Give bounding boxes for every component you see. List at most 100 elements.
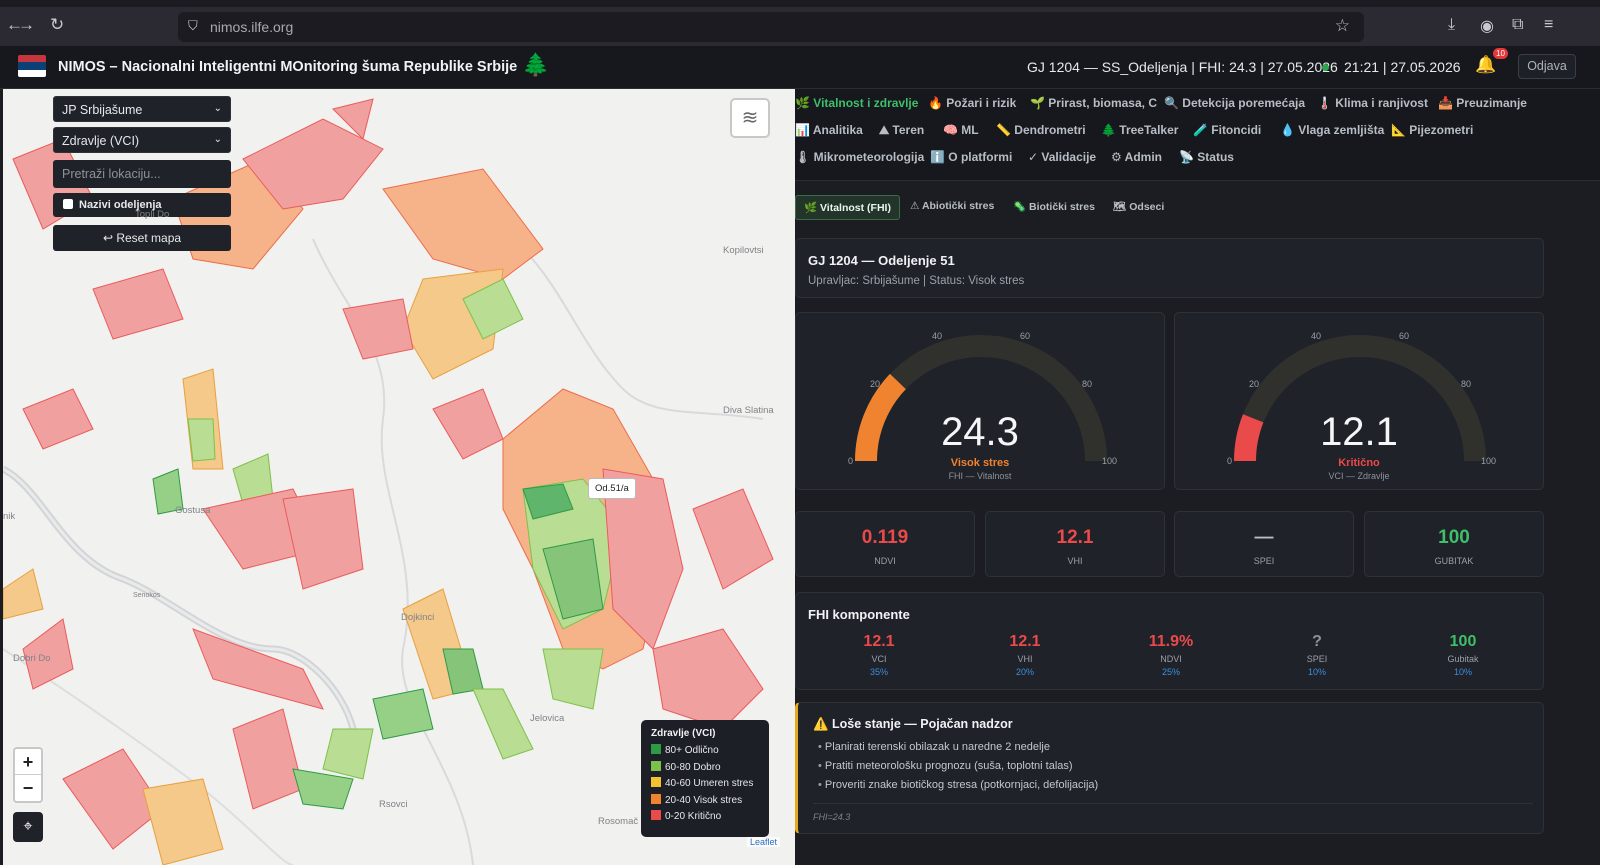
- place-label: nik: [3, 511, 16, 522]
- account-icon[interactable]: ◉: [1480, 18, 1494, 35]
- tab-fitoncidi[interactable]: 🧪 Fitoncidi: [1193, 123, 1262, 137]
- tab-mikrometeorologija[interactable]: 🌡 Mikrometeorologija: [795, 150, 925, 164]
- tab-treetalker[interactable]: 🌲 TreeTalker: [1101, 123, 1179, 137]
- component-value: 12.1: [863, 633, 895, 650]
- alert-item: Pratiti meteorološku prognozu (suša, top…: [818, 760, 1098, 779]
- tab-klima[interactable]: 🌡️ Klima i ranjivost: [1317, 96, 1428, 110]
- stat-card: 100 GUBITAK: [1364, 511, 1544, 577]
- forward-icon[interactable]: →: [18, 15, 35, 34]
- component-name: Gubitak: [1447, 654, 1479, 664]
- forest-polygon: [542, 538, 604, 620]
- place-label: Kopilovtsi: [723, 245, 764, 256]
- vci-gauge: [1233, 335, 1486, 462]
- place-label: Topli Do: [135, 209, 170, 220]
- download-icon[interactable]: ⤓: [1448, 16, 1456, 33]
- tab-pozari[interactable]: 🔥 Požari i rizik: [928, 96, 1017, 110]
- legend-item: 20-40 Visok stres: [651, 793, 759, 811]
- logout-button[interactable]: Odjava: [1518, 54, 1576, 79]
- names-checkbox[interactable]: Nazivi odeljenja: [53, 193, 231, 217]
- stat-label: VHI: [1067, 556, 1083, 566]
- tab-detekcija[interactable]: 🔍 Detekcija poremećaja: [1164, 96, 1306, 110]
- tab-vitalnost[interactable]: 🌿 Vitalnost i zdravlje: [795, 96, 919, 110]
- legend-label: 80+ Odlično: [665, 745, 719, 756]
- layers-icon[interactable]: ≋: [730, 98, 770, 138]
- owner-select[interactable]: JP Srbijašume ⌄: [53, 96, 231, 122]
- zoom-in-button[interactable]: +: [15, 749, 41, 775]
- reset-map-button[interactable]: ↩ Reset mapa: [53, 225, 231, 251]
- vci-gauge-card: 0 20 40 60 80 100 12.1 Kritično VCI — Zd…: [1174, 312, 1544, 490]
- legend-item: 80+ Odlično: [651, 744, 759, 761]
- layer-select[interactable]: Zdravlje (VCI) ⌄: [53, 127, 231, 153]
- legend-label: 60-80 Dobro: [665, 761, 721, 773]
- tab-vlaga[interactable]: 💧 Vlaga zemljišta: [1280, 123, 1385, 137]
- forest-polygon: [372, 688, 434, 740]
- tab-preuzimanje[interactable]: 📥 Preuzimanje: [1438, 96, 1527, 110]
- tab-analitika[interactable]: 📊 Analitika: [795, 123, 863, 137]
- forest-polygon: [462, 278, 524, 340]
- legend-label: 20-40 Visok stres: [665, 794, 743, 806]
- tab-teren[interactable]: ⛰ Teren: [879, 123, 925, 137]
- leaflet-attribution[interactable]: Leaflet: [747, 837, 781, 847]
- bell-icon[interactable]: 🔔: [1475, 55, 1497, 74]
- tab-pijezometri[interactable]: 📐 Pijezometri: [1391, 123, 1474, 137]
- online-dot-icon: [1322, 64, 1329, 71]
- place-label: Gostusa: [175, 505, 211, 516]
- component-vhi: 12.1 VHI 20%: [952, 633, 1098, 677]
- alert-item: Proveriti znake biotičkog stresa (potkor…: [818, 779, 1098, 798]
- component-name: NDVI: [1160, 654, 1182, 664]
- stat-value: 100: [1438, 527, 1470, 548]
- tree-icon: 🌲: [522, 52, 550, 77]
- stat-value: 12.1: [1056, 527, 1094, 548]
- zoom-out-button[interactable]: −: [22, 778, 34, 798]
- tab-status[interactable]: 📡 Status: [1179, 150, 1234, 164]
- tab-prirast[interactable]: 🌱 Prirast, biomasa, C: [1030, 96, 1157, 110]
- component-ndvi: 11.9% NDVI 25%: [1098, 633, 1244, 677]
- fhi-caption: FHI — Vitalnost: [948, 471, 1012, 481]
- notification-badge: 10: [1493, 48, 1508, 59]
- stat-value: 0.119: [861, 527, 909, 548]
- fhi-value: 24.3: [941, 410, 1019, 454]
- locate-icon[interactable]: ⌖: [13, 812, 43, 842]
- component-name: VHI: [1017, 654, 1033, 664]
- subtab-vitalnost[interactable]: 🌿 Vitalnost (FHI): [795, 195, 900, 220]
- tab-validacije[interactable]: ✓ Validacije: [1028, 150, 1097, 164]
- url-text[interactable]: nimos.ilfe.org: [210, 19, 294, 35]
- bookmark-star-icon[interactable]: ☆: [1334, 16, 1350, 35]
- forest-polygon: [192, 628, 324, 710]
- component-vci: 12.1 VCI 35%: [806, 633, 952, 677]
- legend-swatch: [651, 760, 661, 771]
- vci-caption: VCI — Zdravlje: [1328, 471, 1390, 481]
- tab-o-platformi[interactable]: ℹ️ O platformi: [930, 150, 1013, 164]
- legend-title: Zdravlje (VCI): [651, 728, 716, 739]
- map[interactable]: JP Srbijašume ⌄ Zdravlje (VCI) ⌄ Pretraži …: [3, 89, 795, 865]
- stat-label: NDVI: [874, 556, 896, 566]
- forest-polygon: [242, 118, 384, 210]
- gauge-tick: 40: [932, 331, 943, 341]
- stat-value: —: [1254, 527, 1274, 548]
- chevron-down-icon: ⌄: [213, 103, 222, 114]
- menu-icon[interactable]: ≡: [1544, 16, 1554, 33]
- clock: 21:21 | 27.05.2026: [1344, 59, 1461, 75]
- checkbox-icon[interactable]: [63, 199, 73, 209]
- forest-polygon: [542, 648, 604, 710]
- fhi-components-card: FHI komponente 12.1 VCI 35% 12.1 VHI 20%…: [795, 592, 1544, 690]
- address-bar[interactable]: ⛉ nimos.ilfe.org ☆: [178, 12, 1364, 42]
- component-value: 12.1: [1009, 633, 1041, 650]
- subtab-bioticki[interactable]: 🦠 Biotički stres: [1013, 201, 1095, 213]
- gauge-tick: 20: [870, 379, 881, 389]
- stat-card: — SPEI: [1174, 511, 1354, 577]
- place-label: Senokos: [133, 592, 161, 599]
- subtab-odseci[interactable]: 🗺 Odseci: [1113, 201, 1165, 213]
- layer-select-value: Zdravlje (VCI): [62, 134, 140, 148]
- location-search-input[interactable]: Pretraži lokaciju...: [53, 160, 231, 188]
- reload-icon[interactable]: ↻: [50, 15, 65, 34]
- component-value: 100: [1449, 633, 1477, 650]
- subtab-abioticki[interactable]: ⚠ Abiotički stres: [910, 200, 995, 212]
- back-icon[interactable]: ←: [6, 15, 23, 34]
- component-gubitak: 100 Gubitak 10%: [1390, 633, 1536, 677]
- tab-ml[interactable]: 🧠 ML: [943, 123, 979, 137]
- gauge-fill: [855, 373, 907, 462]
- tab-admin[interactable]: ⚙ Admin: [1111, 150, 1162, 164]
- extensions-icon[interactable]: ⧉: [1512, 16, 1524, 33]
- tab-dendrometri[interactable]: 📏 Dendrometri: [996, 123, 1086, 137]
